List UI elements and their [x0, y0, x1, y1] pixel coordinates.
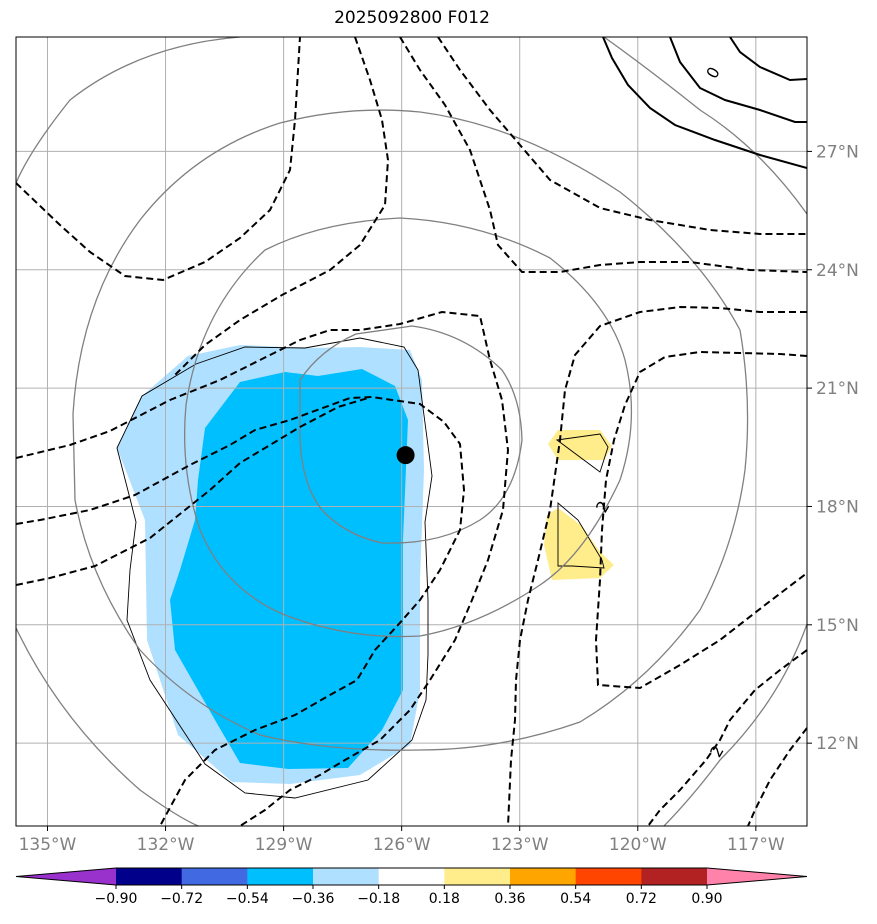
gray-contour-third: [72, 109, 749, 751]
dashed-contour-5: [174, 37, 390, 376]
colorbar-extend-min: [16, 868, 116, 885]
colorbar-tick-label: −0.72: [160, 891, 203, 907]
map-plot: 220 135°W 132°W 129°W 126°W 123°W 120°W 117°W …: [15, 36, 859, 855]
gray-contour-outer: [16, 37, 241, 184]
colorbar-segment: [247, 868, 314, 885]
dashed-contour-2: [16, 395, 466, 826]
map-frame: [15, 36, 808, 827]
colorbar-segment: [575, 868, 642, 885]
y-tick-label: 27°N: [816, 142, 859, 162]
y-tick-label: 18°N: [816, 497, 859, 517]
colorbar-segment: [181, 868, 248, 885]
y-tick-label: 21°N: [816, 379, 859, 399]
colorbar-tick-label: 0.36: [494, 891, 525, 907]
storm-center-marker: [396, 446, 415, 465]
x-tick-label: 120°W: [609, 835, 667, 855]
colorbar-tick-label: 0.90: [691, 891, 722, 907]
dashed-contour-10: [647, 649, 807, 826]
colorbar-tick-label: 0.54: [560, 891, 591, 907]
dashed-contour-1: [16, 310, 510, 826]
colorbar-tick-label: −0.18: [357, 891, 400, 907]
solid-contours: [602, 37, 807, 169]
x-tick-label: 135°W: [19, 835, 77, 855]
solid-contour-1: [602, 37, 807, 169]
colorbar-tick-label: −0.54: [226, 891, 269, 907]
colorbar-segment: [116, 868, 183, 885]
colorbar-segment: [378, 868, 445, 885]
y-tick-label: 12°N: [816, 734, 859, 754]
dashed-contours: [16, 37, 807, 826]
shade-deep-sky-blue-region: [170, 369, 408, 769]
x-tick-label: 126°W: [373, 835, 431, 855]
shaded-fields: [117, 345, 614, 784]
gray-contour-second: [183, 217, 633, 638]
dashed-contour-9: [594, 350, 807, 690]
map-title: 2025092800 F012: [334, 8, 490, 28]
dashed-contour-6: [399, 37, 807, 273]
solid-contour-2: [669, 37, 807, 123]
colorbar-tick-label: −0.36: [292, 891, 335, 907]
dashed-contour-3: [16, 397, 369, 586]
thin-contour-north-patch: [555, 433, 609, 473]
gray-contour-outer-sw: [16, 627, 200, 826]
colorbar-tick-label: 0.18: [429, 891, 460, 907]
thin-contour-south-patch: [557, 502, 605, 569]
colorbar-segment: [313, 868, 380, 885]
dashed-contour-8: [507, 305, 807, 826]
gray-contour-inner: [299, 325, 523, 544]
colorbar-segment: [510, 868, 577, 885]
dashed-contour-7: [437, 37, 807, 235]
shade-yellow-region-north: [548, 430, 612, 460]
colorbar-segment: [444, 868, 511, 885]
y-tick-label: 15°N: [816, 616, 859, 636]
y-axis-ticks: 12°N 15°N 18°N 21°N 24°N 27°N: [807, 142, 859, 754]
gray-contour-outer-ne: [603, 37, 807, 215]
colorbar-tick-label: −0.90: [95, 891, 138, 907]
dashed-contour-11: [747, 727, 807, 826]
graticule: [16, 37, 807, 826]
y-tick-label: 24°N: [816, 261, 859, 281]
shade-yellow-region-south: [544, 508, 614, 580]
colorbar: −0.90 −0.72 −0.54 −0.36 −0.18 0.18 0.36 0.54 0.7…: [15, 867, 808, 907]
colorbar-tick-label: 0.72: [626, 891, 657, 907]
solid-contour-3: [729, 37, 807, 82]
colorbar-extend-max: [707, 868, 807, 885]
gray-contours: [16, 37, 807, 826]
gray-contour-outer-se: [663, 623, 807, 826]
x-tick-label: 132°W: [137, 835, 195, 855]
x-tick-label: 123°W: [491, 835, 549, 855]
x-tick-label: 117°W: [727, 835, 785, 855]
colorbar-segment: [641, 868, 708, 885]
x-axis-ticks: 135°W 132°W 129°W 126°W 123°W 120°W 117°W: [19, 826, 785, 855]
x-tick-label: 129°W: [255, 835, 313, 855]
